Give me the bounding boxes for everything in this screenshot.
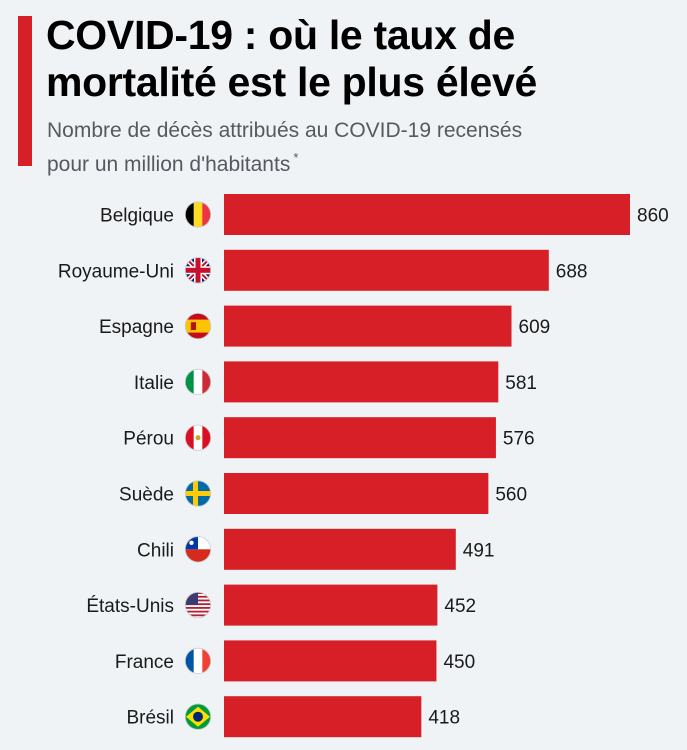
category-label-chili: Chili — [137, 540, 174, 561]
category-label-royaume-uni: Royaume-Uni — [58, 261, 174, 282]
subtitle-line-1: Nombre de décès attribués au COVID-19 re… — [47, 119, 523, 142]
bar-suede — [224, 473, 489, 514]
category-label-espagne: Espagne — [99, 317, 174, 338]
bar-perou — [224, 417, 496, 459]
france-flag-icon — [185, 647, 211, 674]
footnote-mark: * — [293, 150, 299, 165]
spain-flag-icon — [185, 313, 211, 340]
bar-bresil — [224, 696, 422, 738]
uk-flag-icon — [185, 257, 211, 284]
category-label-bresil: Brésil — [126, 708, 174, 729]
bar-etats-unis — [224, 584, 438, 626]
chart-subtitle: Nombre de décès attribués au COVID-19 re… — [47, 117, 667, 178]
bar-italie — [224, 361, 499, 403]
category-label-suede: Suède — [119, 485, 174, 506]
value-label-etats-unis: 452 — [444, 596, 476, 617]
category-label-italie: Italie — [134, 373, 174, 394]
value-label-espagne: 609 — [519, 317, 551, 338]
value-label-italie: 581 — [505, 373, 537, 394]
chart-title: COVID-19 : où le taux de mortalité est l… — [46, 12, 537, 105]
category-label-perou: Pérou — [123, 429, 174, 450]
bar-france — [224, 640, 437, 682]
bar-espagne — [224, 305, 512, 347]
subtitle-line-2-text: pour un million d'habitants — [47, 153, 291, 176]
peru-flag-icon — [185, 424, 211, 451]
value-label-france: 450 — [443, 652, 475, 673]
category-label-belgique: Belgique — [100, 206, 174, 227]
accent-bar — [18, 16, 32, 166]
category-label-france: France — [115, 652, 174, 673]
value-label-chili: 491 — [463, 540, 495, 561]
value-label-belgique: 860 — [637, 206, 669, 227]
italy-flag-icon — [185, 368, 211, 395]
sweden-flag-icon — [185, 480, 211, 507]
value-label-perou: 576 — [503, 429, 535, 450]
value-label-suede: 560 — [495, 485, 527, 506]
bar-royaume-uni — [224, 249, 549, 291]
value-label-bresil: 418 — [428, 708, 460, 729]
belgium-flag-icon — [185, 201, 211, 228]
bar-chili — [224, 528, 456, 570]
value-label-royaume-uni: 688 — [556, 261, 588, 282]
brazil-flag-icon — [185, 703, 211, 730]
subtitle-line-2: pour un million d'habitants * — [47, 144, 667, 178]
bar-belgique — [224, 194, 630, 235]
category-label-etats-unis: États-Unis — [86, 596, 174, 617]
